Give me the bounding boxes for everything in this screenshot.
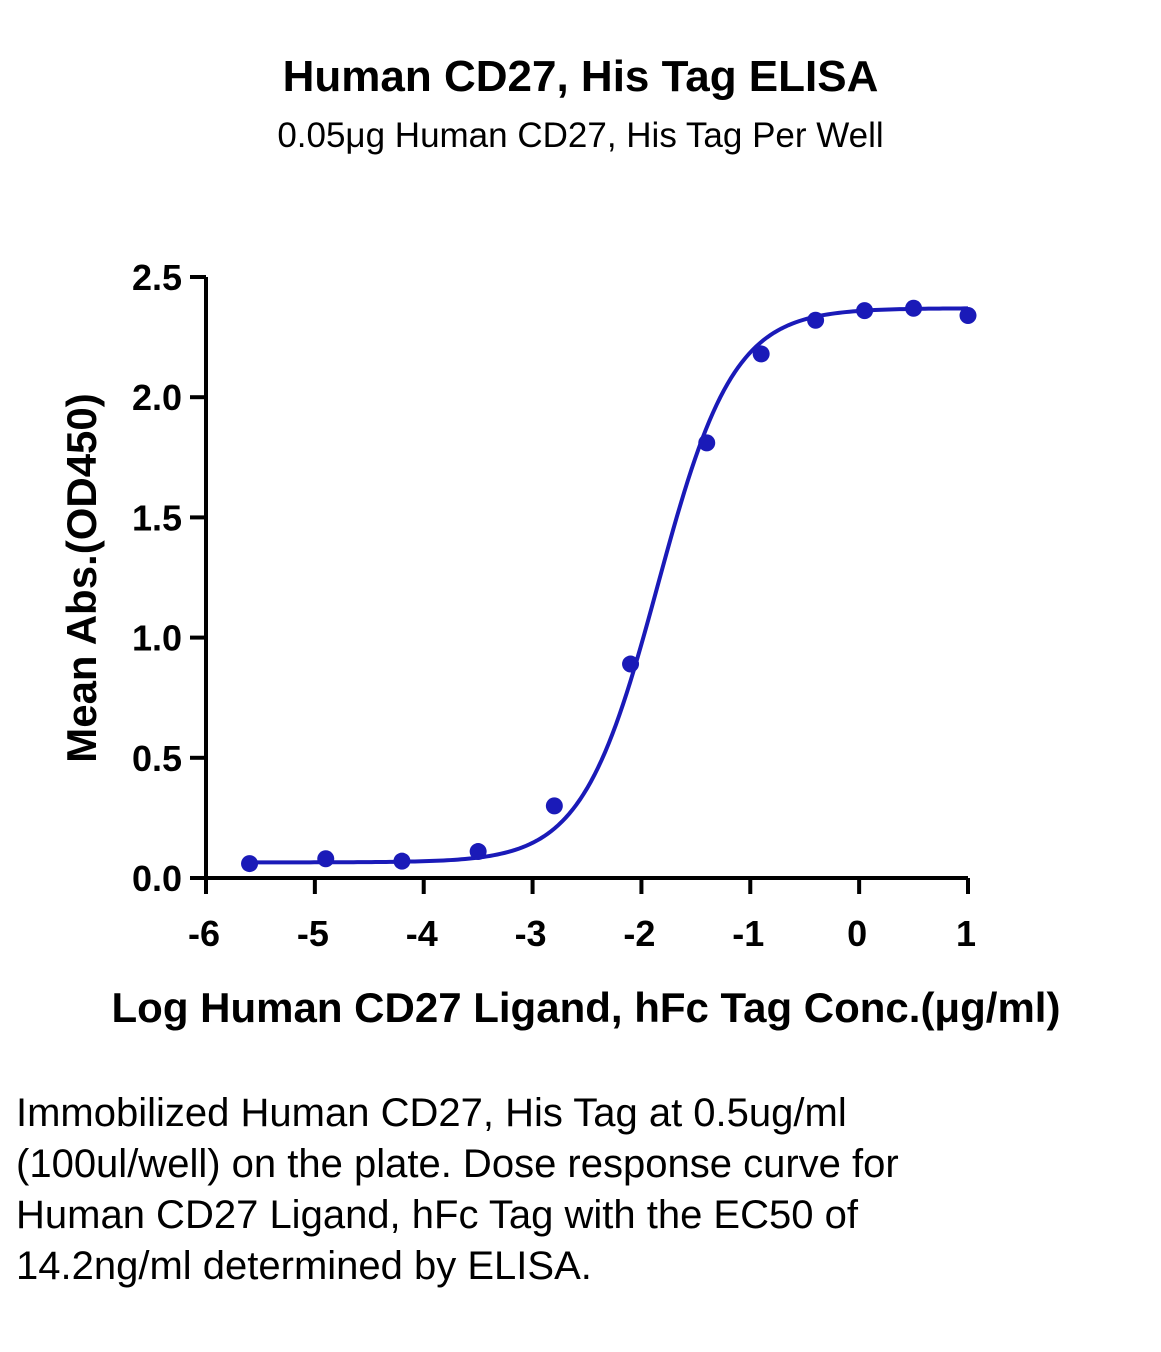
chart-title: Human CD27, His Tag ELISA [282, 52, 879, 101]
x-tick-label: -6 [188, 913, 220, 954]
data-point [393, 852, 411, 870]
data-point [317, 850, 335, 868]
axis-labels-layer: Log Human CD27 Ligand, hFc Tag Conc.(μg/… [58, 393, 1060, 1031]
y-tick-label: 2.5 [132, 257, 182, 298]
y-tick-label: 1.0 [132, 618, 182, 659]
chart-subtitle: 0.05μg Human CD27, His Tag Per Well [277, 116, 884, 155]
x-tick-label: -2 [623, 913, 655, 954]
x-tick-label: -3 [515, 913, 547, 954]
x-tick-label: -5 [297, 913, 329, 954]
axes: 0.0 0.5 1.0 1.5 2.0 2.5 -6 -5 -4 -3 -2 -1 0 1 [132, 257, 976, 954]
x-tick-label: -4 [406, 913, 438, 954]
x-tick-label: -1 [732, 913, 764, 954]
x-tick-label: 1 [956, 913, 976, 954]
data-point [959, 306, 977, 324]
y-tick-label: 1.5 [132, 497, 182, 538]
data-point [241, 855, 259, 873]
data-point [545, 797, 563, 815]
fit-curve [249, 306, 969, 865]
x-axis-label: Log Human CD27 Ligand, hFc Tag Conc.(μg/… [112, 984, 1061, 1031]
data-point [856, 302, 874, 320]
fit-curve-layer [249, 306, 969, 865]
y-tick-label: 2.0 [132, 377, 182, 418]
figure-caption: Immobilized Human CD27, His Tag at 0.5ug… [16, 1091, 899, 1288]
y-tick-label: 0.5 [132, 738, 182, 779]
y-axis-label: Mean Abs.(OD450) [58, 393, 105, 763]
data-points-layer [241, 299, 977, 873]
data-point [752, 345, 770, 363]
data-point [469, 843, 487, 861]
data-point [698, 434, 716, 452]
data-point [622, 655, 640, 673]
dose-response-chart: 0.0 0.5 1.0 1.5 2.0 2.5 -6 -5 -4 -3 -2 -1 0 1 Log Hum… [58, 257, 1060, 1031]
data-point [807, 311, 825, 329]
y-tick-label: 0.0 [132, 858, 182, 899]
data-point [905, 299, 923, 317]
x-tick-label: 0 [847, 913, 867, 954]
